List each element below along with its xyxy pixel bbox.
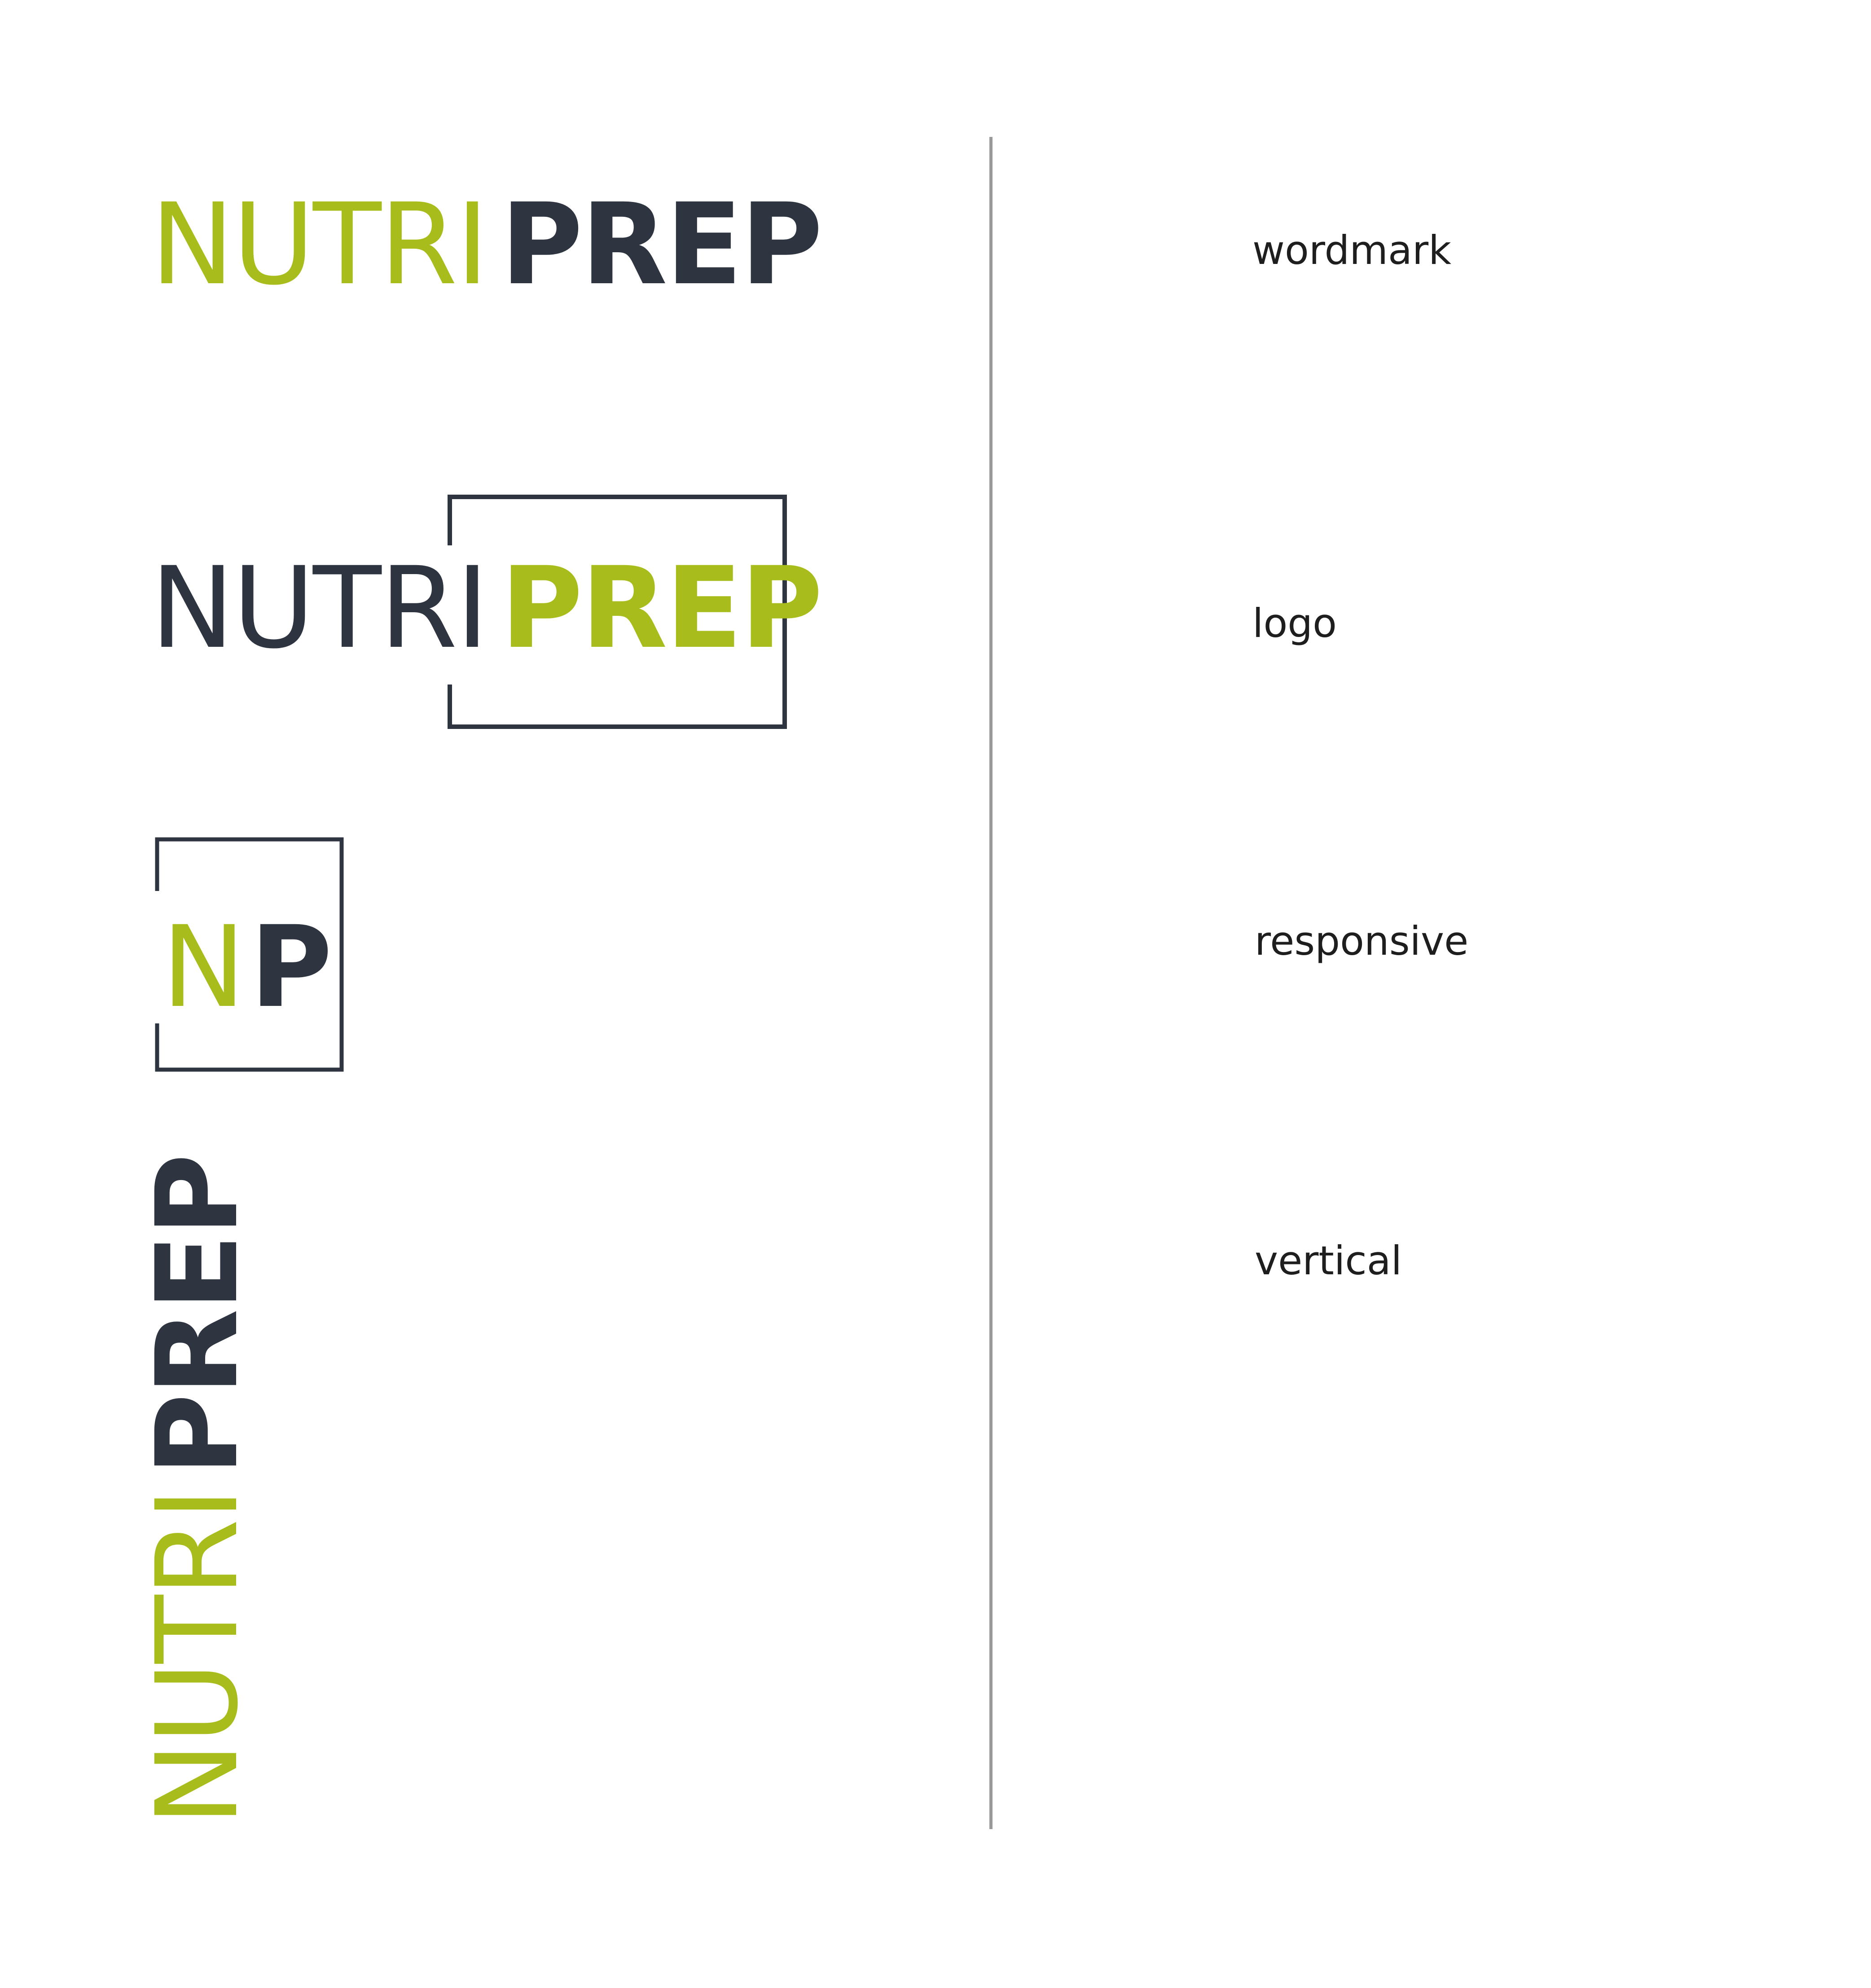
responsive-mark: NP: [162, 911, 332, 1023]
responsive-n: N: [162, 902, 246, 1032]
vertical-nutri: NUTRI: [132, 1489, 263, 1826]
logo-prep: PREP: [501, 543, 823, 673]
wordmark-prep: PREP: [501, 179, 823, 310]
wordmark-logo: NUTRI PREP: [150, 189, 823, 301]
label-vertical: vertical: [1255, 1238, 1402, 1284]
logo-mark: NUTRI PREP: [150, 552, 823, 664]
vertical-divider: [989, 137, 993, 1829]
label-wordmark: wordmark: [1252, 227, 1452, 273]
logo-nutri: NUTRI: [150, 543, 489, 673]
wordmark-nutri: NUTRI: [150, 179, 489, 310]
responsive-p: P: [250, 902, 333, 1032]
logo-frame: [448, 495, 787, 729]
label-logo: logo: [1252, 600, 1337, 646]
vertical-logo: NUTRIPREP: [132, 1155, 263, 1826]
label-responsive: responsive: [1255, 918, 1469, 964]
responsive-frame: [155, 837, 344, 1072]
vertical-prep: PREP: [132, 1155, 263, 1476]
